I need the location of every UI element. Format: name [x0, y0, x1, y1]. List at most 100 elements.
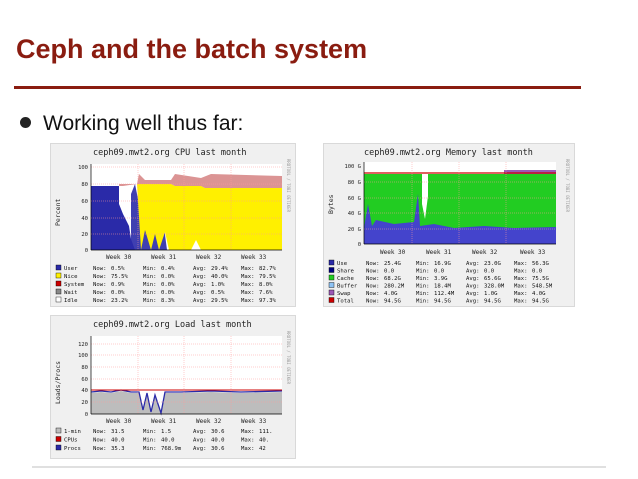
memory-legend-swatch [328, 297, 335, 303]
load-legend-avg: 40.0 [211, 438, 224, 444]
memory-legend-avg: 23.0G [484, 261, 501, 267]
memory-legend-avg-label: Avg: [466, 269, 479, 275]
cpu-legend-now: 75.5% [111, 274, 128, 280]
cpu-graph-title: ceph09.mwt2.org CPU last month [93, 148, 247, 158]
cpu-legend-name: Wait [64, 290, 77, 296]
memory-legend-max: 94.5G [532, 299, 549, 305]
load-ytick: 40 [81, 388, 88, 394]
memory-legend-now: 94.5G [384, 299, 401, 305]
memory-legend-min-label: Min: [416, 276, 429, 282]
cpu-legend-now-label: Now: [93, 282, 106, 288]
load-legend-swatch [55, 444, 62, 451]
memory-legend-now-label: Now: [366, 284, 379, 290]
cpu-legend-now: 0.9% [111, 282, 125, 288]
cpu-legend-max: 82.7% [259, 266, 276, 272]
cpu-legend-max: 97.3% [259, 298, 276, 304]
cpu-legend-max-label: Max: [241, 282, 254, 288]
cpu-xtick: Week 30 [106, 254, 132, 261]
bullet-dot-icon [20, 117, 31, 128]
load-legend: 1-min Now: 31.5 Min: 1.5 Avg: 30.6 Max: 111. CPUs… [55, 427, 272, 452]
load-legend-now-label: Now: [93, 438, 106, 444]
cpu-legend-min: 8.3% [161, 298, 175, 304]
load-legend-name: CPUs [64, 438, 77, 444]
memory-ytick: 0 [358, 242, 361, 248]
cpu-legend-max: 8.0% [259, 282, 273, 288]
load-legend-max: 111. [259, 429, 272, 435]
memory-legend: Use Now: 25.4G Min: 16.9G Avg: 23.0G Max: 56.3G S… [328, 259, 553, 305]
memory-xtick: Week 30 [380, 249, 406, 256]
title-divider [14, 86, 581, 89]
load-legend-max: 40. [259, 438, 269, 444]
memory-legend-avg: 0.0 [484, 269, 494, 275]
load-procs-line [90, 389, 283, 416]
cpu-grid [91, 164, 282, 250]
load-legend-min-label: Min: [143, 429, 156, 435]
memory-legend-max-label: Max: [514, 269, 527, 275]
memory-legend-min: 0.0 [434, 269, 444, 275]
cpu-legend-avg: 29.4% [211, 266, 228, 272]
memory-ytick: 100 G [344, 164, 361, 170]
memory-legend-min-label: Min: [416, 269, 429, 275]
memory-graph: ceph09.mwt2.org Memory last month RRDTOO… [323, 143, 575, 307]
load-1min-area [91, 391, 282, 414]
load-rrdtool-label: RRDTOOL / TOBI OETIKER [286, 331, 291, 385]
load-legend-avg-label: Avg: [193, 446, 206, 452]
load-legend-max: 42 [259, 446, 266, 452]
memory-legend-swatch [328, 282, 335, 288]
memory-rrdtool-label: RRDTOOL / TOBI OETIKER [565, 159, 570, 213]
cpu-ytick: 20 [81, 232, 88, 238]
memory-legend-max: 75.5G [532, 276, 549, 282]
load-xtick: Week 31 [151, 418, 177, 425]
memory-legend-name: Buffer [337, 284, 358, 290]
memory-grid [364, 162, 556, 244]
cpu-ytick: 0 [85, 248, 88, 254]
cpu-legend-name: User [64, 266, 78, 272]
memory-legend-now: 68.2G [384, 276, 401, 282]
cpu-y-axis-label: Percent [54, 199, 62, 226]
memory-graph-title: ceph09.mwt2.org Memory last month [364, 148, 533, 158]
memory-legend-max-label: Max: [514, 261, 527, 267]
load-legend-min: 40.0 [161, 438, 174, 444]
cpu-graph: ceph09.mwt2.org CPU last month RRDTOOL /… [50, 143, 296, 307]
memory-legend-max-label: Max: [514, 276, 527, 282]
load-ytick: 60 [81, 377, 88, 383]
memory-legend-min: 94.5G [434, 299, 451, 305]
load-legend-name: Procs [64, 446, 81, 452]
cpu-legend-name: Idle [64, 298, 78, 304]
memory-y-axis-label: Bytes [327, 194, 335, 214]
load-ytick: 20 [81, 400, 88, 406]
cpu-legend: User Now: 0.5% Min: 0.4% Avg: 29.4% Max: 82.7% Ni… [55, 264, 276, 304]
cpu-legend-swatch [55, 272, 62, 279]
memory-legend-min-label: Min: [416, 261, 429, 267]
cpu-nice-area [137, 184, 282, 250]
cpu-legend-min: 0.0% [161, 274, 175, 280]
memory-legend-max: 548.5M [532, 284, 553, 290]
memory-legend-min: 16.9G [434, 261, 451, 267]
load-legend-avg: 30.6 [211, 429, 224, 435]
memory-legend-max: 0.0 [532, 269, 542, 275]
memory-xtick: Week 31 [426, 249, 452, 256]
memory-legend-name: Swap [337, 291, 351, 297]
memory-legend-max: 4.0G [532, 291, 546, 297]
load-legend-avg-label: Avg: [193, 438, 206, 444]
memory-legend-now: 25.4G [384, 261, 401, 267]
memory-legend-avg-label: Avg: [466, 276, 479, 282]
memory-ytick: 80 G [348, 180, 361, 186]
load-legend-min-label: Min: [143, 438, 156, 444]
cpu-legend-max-label: Max: [241, 266, 254, 272]
cpu-legend-max: 7.6% [259, 290, 273, 296]
bullet-text: Working well thus far: [43, 112, 244, 135]
cpu-legend-min-label: Min: [143, 266, 156, 272]
memory-legend-min: 3.9G [434, 276, 448, 282]
cpu-graph-svg: ceph09.mwt2.org CPU last month RRDTOOL /… [54, 148, 291, 304]
load-grid [91, 336, 282, 414]
cpu-legend-swatch [55, 288, 62, 295]
cpu-legend-now-label: Now: [93, 266, 106, 272]
cpu-ytick: 60 [81, 199, 88, 205]
load-ytick: 80 [81, 365, 88, 371]
memory-legend-now-label: Now: [366, 299, 379, 305]
memory-xtick: Week 32 [472, 249, 498, 256]
memory-ytick: 20 G [348, 227, 361, 233]
memory-legend-now-label: Now: [366, 269, 379, 275]
memory-legend-swatch [328, 267, 335, 273]
